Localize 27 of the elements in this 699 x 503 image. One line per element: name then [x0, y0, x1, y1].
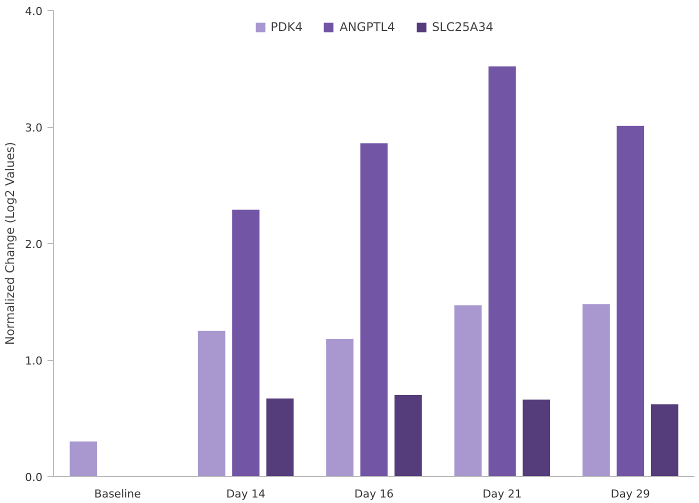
- y-tick-label: 1.0: [25, 354, 43, 368]
- bar: [616, 126, 644, 476]
- bar: [198, 330, 226, 476]
- bar: [360, 143, 388, 476]
- x-tick-label: Day 14: [226, 488, 266, 500]
- bar: [454, 305, 482, 476]
- bar: [582, 304, 610, 476]
- x-tick-label: Baseline: [94, 488, 142, 500]
- bar: [232, 210, 260, 476]
- y-axis-title: Normalized Change (Log2 Values): [3, 142, 18, 346]
- bar: [488, 66, 516, 476]
- x-tick-label: Day 29: [610, 488, 650, 500]
- bar: [650, 404, 678, 476]
- bar: [522, 400, 550, 476]
- y-tick-label: 4.0: [25, 5, 43, 18]
- legend-label: ANGPTL4: [340, 20, 395, 34]
- y-tick-label: 0.0: [25, 471, 43, 484]
- y-tick-label: 2.0: [25, 238, 43, 251]
- x-tick-label: Day 21: [482, 488, 522, 500]
- legend-label: SLC25A34: [432, 20, 494, 34]
- legend-label: PDK4: [270, 20, 303, 34]
- x-tick-label: Day 16: [354, 488, 394, 500]
- bar: [70, 442, 98, 476]
- y-tick-label: 3.0: [25, 122, 43, 134]
- bar: [326, 339, 354, 476]
- bar: [266, 398, 294, 476]
- bar: [394, 394, 422, 476]
